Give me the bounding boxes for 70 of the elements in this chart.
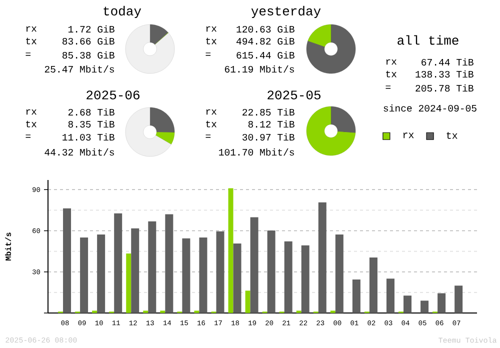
text: 30.97 TiB bbox=[242, 133, 294, 141]
text: rx bbox=[386, 59, 397, 65]
text: 101.70 Mbit/s bbox=[219, 148, 294, 156]
text: 22.85 TiB bbox=[242, 108, 294, 116]
text: 8.35 TiB bbox=[68, 120, 114, 128]
text: tx bbox=[26, 38, 37, 44]
bar bbox=[148, 221, 156, 313]
text: since 2024-09-05 bbox=[384, 104, 476, 112]
bar bbox=[438, 293, 446, 313]
bar bbox=[131, 228, 140, 313]
text: 44.32 Mbit/s bbox=[44, 148, 114, 156]
text: 67.44 TiB bbox=[422, 58, 474, 66]
chart-title: yesterday bbox=[251, 6, 321, 18]
bar bbox=[199, 237, 208, 313]
bar bbox=[284, 241, 292, 313]
chart-title: today bbox=[104, 6, 142, 18]
text: 120.63 GiB bbox=[236, 25, 294, 33]
text: tx bbox=[206, 120, 217, 128]
text: 25.47 Mbit/s bbox=[44, 65, 114, 73]
bar bbox=[228, 188, 234, 313]
text: 61.19 Mbit/s bbox=[224, 65, 294, 73]
bar bbox=[182, 238, 190, 313]
text: 1.72 GiB bbox=[68, 25, 114, 33]
text: tx bbox=[206, 38, 217, 44]
text: rx bbox=[206, 109, 217, 115]
bar bbox=[301, 245, 310, 313]
bar bbox=[250, 217, 258, 313]
text: 205.78 TiB bbox=[416, 84, 474, 92]
bar bbox=[454, 286, 463, 313]
text: rx bbox=[26, 26, 37, 32]
text: 8.12 TiB bbox=[248, 120, 294, 128]
text: = bbox=[206, 52, 211, 56]
text: = bbox=[206, 134, 211, 138]
bar bbox=[245, 290, 250, 313]
bar bbox=[318, 202, 326, 313]
text: = bbox=[26, 52, 31, 56]
text: = bbox=[26, 134, 31, 138]
legend-label: rx bbox=[403, 132, 414, 138]
text: 83.66 GiB bbox=[62, 37, 114, 45]
text: 11.03 TiB bbox=[62, 133, 114, 141]
text: rx bbox=[26, 109, 37, 115]
text: 138.33 TiB bbox=[416, 70, 474, 78]
chart-title: 2025-06 bbox=[86, 90, 140, 100]
text: tx bbox=[386, 70, 397, 78]
text: tx bbox=[26, 120, 37, 128]
bar bbox=[335, 234, 344, 313]
y-axis-title: Mbit/s bbox=[5, 232, 12, 261]
bar bbox=[63, 208, 72, 313]
text: 615.44 GiB bbox=[236, 51, 294, 59]
bar bbox=[369, 257, 378, 313]
bar bbox=[386, 278, 394, 313]
text: 494.82 GiB bbox=[236, 37, 294, 45]
bar bbox=[420, 300, 429, 313]
bar bbox=[80, 237, 88, 313]
bar bbox=[233, 243, 242, 313]
bar bbox=[216, 231, 224, 313]
legend-label: tx bbox=[446, 132, 458, 139]
text: rx bbox=[206, 26, 217, 32]
bar bbox=[126, 254, 132, 313]
bar bbox=[114, 213, 122, 313]
chart-title: 2025-05 bbox=[268, 90, 320, 100]
bar bbox=[165, 214, 174, 313]
text: 2.68 TiB bbox=[68, 108, 114, 116]
bar bbox=[352, 280, 360, 313]
bar bbox=[404, 296, 412, 313]
text: 85.38 GiB bbox=[62, 51, 114, 59]
bar bbox=[97, 234, 106, 313]
bar bbox=[267, 230, 276, 313]
text: all time bbox=[398, 35, 458, 45]
text: = bbox=[386, 86, 391, 89]
